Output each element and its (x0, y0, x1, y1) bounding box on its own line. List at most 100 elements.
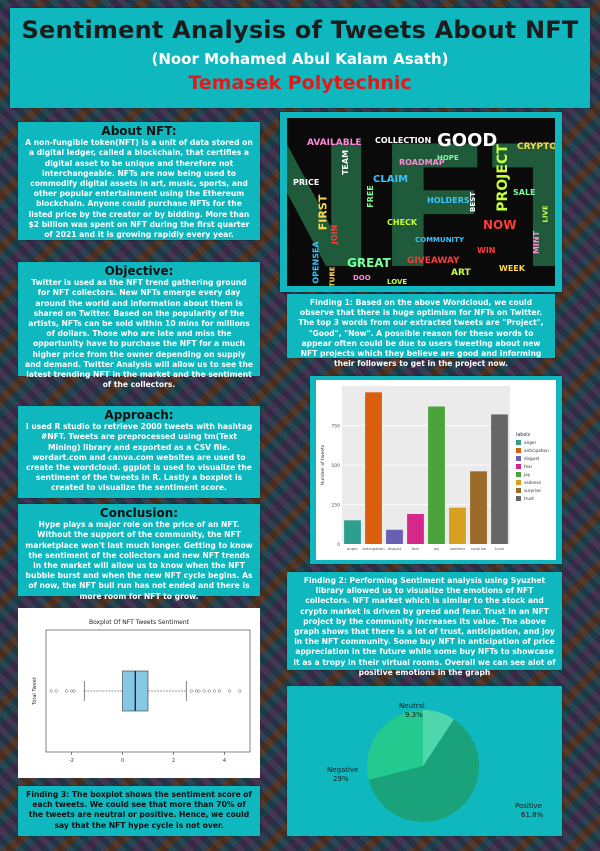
x-tick-label: fear (412, 546, 420, 551)
legend-swatch (516, 440, 521, 445)
x-tick-label: 0 (121, 758, 124, 764)
legend-label: joy (523, 472, 531, 477)
pie-percent-label: 29% (333, 775, 349, 783)
conclusion-section: Conclusion: Hype plays a major role on t… (18, 504, 260, 601)
wordcloud-word: ROADMAP (399, 158, 445, 167)
wordcloud-word: AVAILABLE (307, 138, 362, 148)
outlier-point (72, 689, 76, 693)
wordcloud-word: CLAIM (373, 174, 409, 185)
pie-label: Positive (515, 802, 542, 810)
legend-label: disgust (524, 456, 539, 461)
pie-slice-negative (367, 710, 423, 780)
outlier-point (54, 689, 58, 693)
wordcloud-word: PRICE (293, 178, 320, 187)
legend-label: fear (524, 464, 533, 469)
boxplot-border (45, 629, 251, 753)
wordcloud-word: DOO (353, 274, 371, 282)
outlier-point (64, 689, 68, 693)
finding2-box: Finding 2: Performing Sentiment analysis… (287, 572, 562, 677)
wordcloud-word: PROJECT (494, 144, 511, 212)
conclusion-heading: Conclusion: (99, 506, 179, 520)
wordcloud-word: GOOD (437, 130, 498, 151)
outlier-point (197, 689, 201, 693)
outlier-point (70, 689, 74, 693)
wordcloud-word: JOIN (330, 224, 340, 245)
wordcloud-word: FIRST (316, 194, 330, 231)
x-tick-label: anticipation (362, 546, 385, 551)
institution-name: Temasek Polytechnic (188, 72, 412, 94)
bar-chart-frame: 0 250 500 750 anger anticipation disgust fear jo… (316, 380, 556, 560)
x-tick-label: trust (495, 546, 504, 551)
legend-swatch (516, 464, 521, 469)
objective-section: Objective: Twitter is used as the NFT tr… (18, 262, 260, 389)
author-name: (Noor Mohamed Abul Kalam Asath) (151, 50, 449, 68)
y-tick-label: 0 (337, 542, 340, 548)
legend-swatch (516, 480, 521, 485)
bar-trust (491, 414, 508, 544)
wordcloud-word: TEAM (341, 149, 351, 176)
wordcloud-word: MINT (532, 230, 542, 255)
about-text: A non-fungible token(NFT) is a unit of d… (25, 138, 253, 240)
legend-swatch (516, 472, 521, 477)
bar-disgust (386, 529, 403, 544)
wordcloud-word: CRYPTO (517, 142, 555, 152)
about-section: About NFT: A non-fungible token(NFT) is … (18, 122, 260, 240)
legend-swatch (516, 456, 521, 461)
outlier-point (202, 689, 206, 693)
outlier-point (49, 689, 53, 693)
pie-percent-label: 9.3% (405, 711, 423, 719)
outlier-point (207, 689, 211, 693)
y-axis-label: Total Tweet (32, 677, 38, 706)
wordcloud-word: ART (451, 268, 471, 278)
bar-sadness (449, 507, 466, 544)
bar-joy (428, 406, 445, 544)
legend-swatch (516, 496, 521, 501)
finding3-box: Finding 3: The boxplot shows the sentime… (18, 786, 260, 836)
legend-label: surprise (524, 488, 541, 493)
legend-label: sadness (524, 480, 541, 485)
boxplot-frame: Boxplot Of NFT Tweets Sentiment -2 0 2 4 Tota… (18, 608, 260, 778)
bar-anticipation (365, 392, 382, 544)
y-tick-label: 500 (331, 463, 340, 469)
legend-title: labels (516, 432, 531, 438)
wordcloud-image: NFT GOOD PROJECT NOW CLAIM FIRST GREAT AVAILAB… (287, 118, 555, 286)
wordcloud-word: GIVEAWAY (407, 256, 460, 266)
title-banner: Sentiment Analysis of Tweets About NFT (… (10, 8, 590, 108)
approach-text: I used R studio to retrieve 2000 tweets … (25, 422, 253, 493)
objective-text: Twitter is used as the NFT trend gatheri… (25, 278, 253, 390)
legend-label: trust (524, 496, 534, 501)
wordcloud-word: HOPE (437, 154, 459, 162)
x-tick-label: 4 (223, 758, 226, 764)
bar-chart: 0 250 500 750 anger anticipation disgust fear jo… (320, 386, 549, 551)
wordcloud-word: WEEK (499, 264, 525, 273)
wordcloud-letters: NFT (287, 118, 555, 286)
y-tick-label: 250 (331, 503, 340, 509)
legend-swatch (516, 448, 521, 453)
x-tick-label: joy (433, 546, 440, 551)
pie-label: Negative (327, 766, 358, 774)
wordcloud-word: LIVE (541, 205, 550, 223)
finding3-text: Finding 3: The boxplot shows the sentime… (26, 790, 252, 830)
x-tick-label: surprise (471, 546, 487, 551)
bar-fear (407, 513, 424, 544)
wordcloud-word: WIN (477, 246, 496, 255)
wordcloud-big-text: NFT (287, 118, 555, 286)
wordcloud-word: CHECK (387, 218, 418, 227)
approach-section: Approach: I used R studio to retrieve 20… (18, 406, 260, 498)
legend-label: anticipation (524, 448, 549, 453)
y-tick-label: 750 (331, 424, 340, 430)
outlier-point (238, 689, 242, 693)
finding2-text: Finding 2: Performing Sentiment analysis… (293, 576, 556, 677)
wordcloud-word: COLLECTION (375, 136, 432, 145)
wordcloud-word: SALE (513, 188, 536, 197)
finding1-text: Finding 1: Based on the above Wordcloud,… (298, 298, 544, 369)
outlier-point (212, 689, 216, 693)
objective-heading: Objective: (104, 264, 174, 278)
wordcloud-word: FUTURE (328, 266, 337, 286)
pie-chart-panel: Positive 61.8% Negative 29% Neutral 9.3% (287, 686, 562, 836)
conclusion-text: Hype plays a major role on the price of … (25, 520, 253, 601)
legend-label: anger (524, 440, 536, 445)
poster-title: Sentiment Analysis of Tweets About NFT (21, 16, 579, 44)
wordcloud-word: NOW (483, 218, 517, 232)
